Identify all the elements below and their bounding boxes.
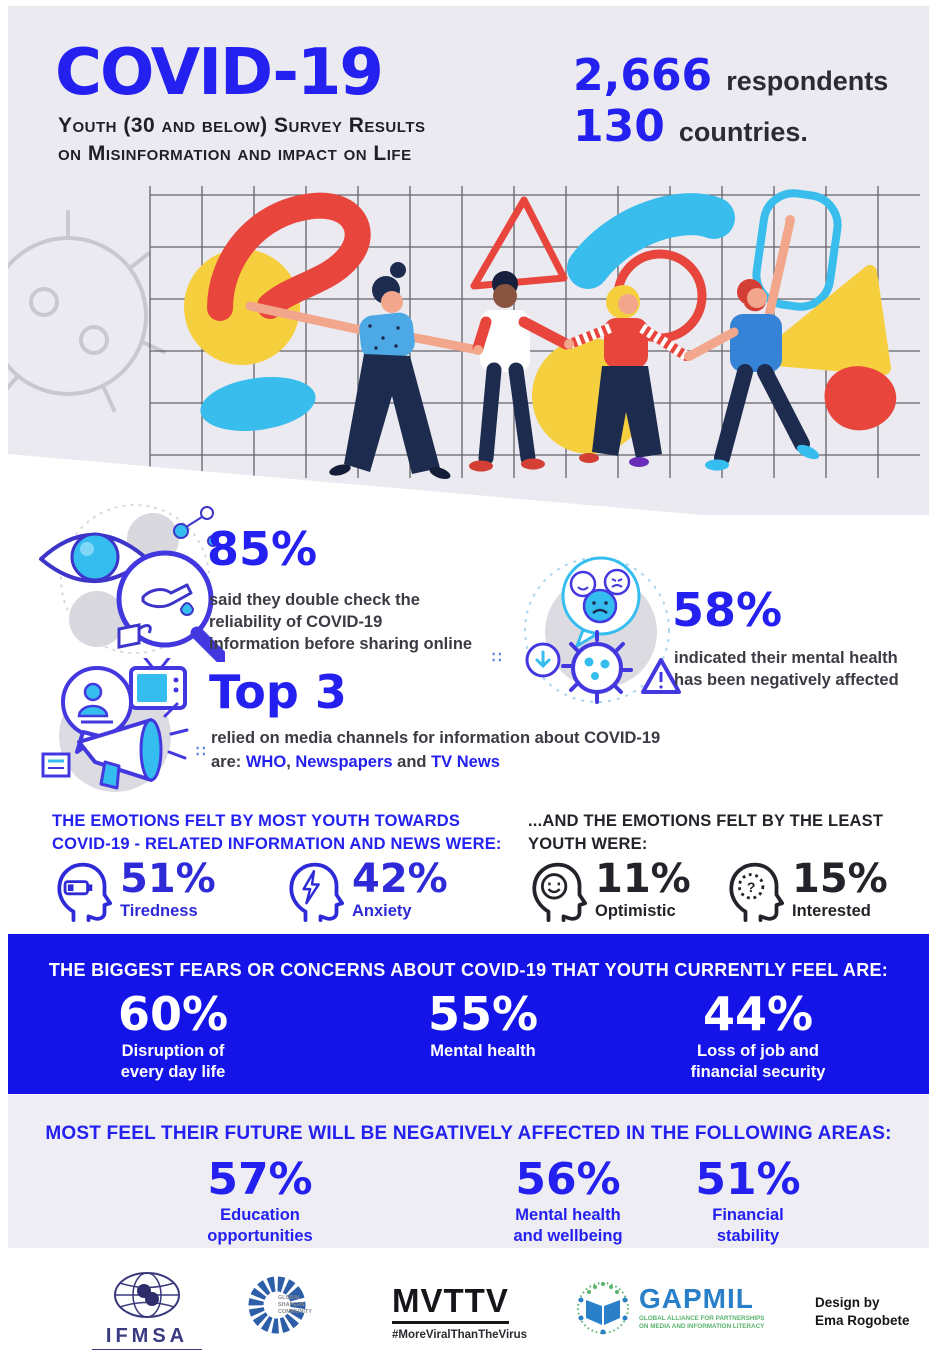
emotion-value: 11%	[595, 856, 691, 902]
mvttv-tagline: #MoreViralThanTheVirus	[392, 1328, 528, 1341]
respondents-value: 2,666	[573, 50, 713, 101]
fear-value: 60%	[117, 987, 229, 1041]
person-4	[684, 215, 820, 471]
emotion-text: 11% Optimistic	[595, 858, 691, 921]
channel-tv-news: TV News	[431, 753, 500, 771]
gapmil-logo: GAPMIL GLOBAL ALLIANCE FOR PARTNERSHIPS …	[575, 1280, 764, 1336]
emotion-item-anxiety: 42% Anxiety	[282, 858, 448, 924]
fear-label: Loss of job and financial security	[690, 1042, 826, 1081]
emotion-item-optimistic: 11% Optimistic	[525, 858, 691, 924]
mvttv-logo: MVTTV #MoreViralThanTheVirus	[392, 1283, 528, 1341]
page-title: COVID-19	[55, 36, 384, 110]
fear-item-mental-health: 55% Mental health	[378, 990, 588, 1062]
fears-header: THE BIGGEST FEARS OR CONCERNS ABOUT COVI…	[48, 960, 889, 980]
svg-text:?: ?	[747, 879, 756, 895]
mental-health-desc: indicated their mental health has been n…	[674, 649, 899, 689]
fear-value: 44%	[702, 987, 814, 1041]
mvttv-label: MVTTV	[392, 1283, 509, 1324]
respondents-row: 2,666 respondents	[573, 50, 888, 101]
ifmsa-label: IFMSA	[92, 1325, 202, 1350]
sample-stats: 2,666 respondents 130 countries.	[573, 50, 888, 152]
future-header: MOST FEEL THEIR FUTURE WILL BE NEGATIVEL…	[45, 1123, 892, 1144]
mood-virus-icon	[524, 556, 681, 704]
fear-item-disruption: 60% Disruption of every day life	[68, 990, 278, 1083]
fear-label: Mental health	[430, 1042, 536, 1061]
dots-decoration: ∷	[492, 649, 502, 666]
channels-sep2: and	[392, 753, 432, 771]
dancing-people-illustration	[8, 186, 920, 515]
virus-outline-decoration	[8, 210, 166, 412]
person-3	[564, 285, 691, 467]
emotion-value: 42%	[352, 856, 448, 902]
mental-health-value: 58%	[672, 583, 783, 637]
emotion-value: 15%	[792, 856, 888, 902]
head-lightning-icon	[289, 862, 344, 922]
emotion-label: Anxiety	[352, 902, 412, 920]
media-megaphone-icon	[41, 658, 189, 792]
person-1	[245, 262, 483, 480]
head-smiley-icon	[532, 862, 587, 922]
future-value: 56%	[515, 1154, 621, 1205]
emotion-value: 51%	[120, 856, 216, 902]
future-value: 51%	[695, 1154, 801, 1205]
dots-decoration: ∷	[196, 743, 206, 760]
head-battery-icon	[57, 862, 112, 922]
channels-sep1: ,	[286, 753, 296, 771]
channel-newspapers: Newspapers	[295, 753, 393, 771]
white-wedge	[8, 454, 702, 515]
head-question-icon: ?	[729, 862, 784, 922]
gapmil-label: GAPMIL	[639, 1282, 754, 1314]
emotion-label: Tiredness	[120, 902, 198, 920]
page-subtitle: Youth (30 and below) Survey Results on M…	[58, 114, 426, 166]
double-check-value: 85%	[207, 522, 318, 576]
gapmil-book-icon	[577, 1282, 629, 1335]
top-channels-desc: relied on media channels for information…	[211, 729, 661, 747]
top-channels-value: Top 3	[209, 665, 347, 719]
emotion-text: 15% Interested	[792, 858, 888, 921]
emotion-item-tiredness: 51% Tiredness	[50, 858, 216, 924]
emotion-text: 51% Tiredness	[120, 858, 216, 921]
countries-value: 130	[573, 101, 665, 152]
future-value: 57%	[207, 1154, 313, 1205]
future-item-financial: 51% Financial stability	[638, 1154, 858, 1246]
fears-band: THE BIGGEST FEARS OR CONCERNS ABOUT COVI…	[8, 934, 929, 1094]
hero-section: COVID-19 Youth (30 and below) Survey Res…	[8, 6, 929, 515]
future-label: Mental health and wellbeing	[513, 1206, 623, 1245]
emotions-most-header: THE EMOTIONS FELT BY MOST YOUTH TOWARDS …	[52, 812, 502, 854]
eye-magnifier-icon	[39, 504, 225, 662]
design-credit: Design by Ema Rogobete	[815, 1295, 910, 1328]
emotion-label: Interested	[792, 902, 871, 920]
gapmil-subtitle: GLOBAL ALLIANCE FOR PARTNERSHIPS ON MEDI…	[639, 1314, 765, 1330]
emotion-item-interested: ? 15% Interested	[722, 858, 888, 924]
emotions-least-header: ...AND THE EMOTIONS FELT BY THE LEAST YO…	[528, 812, 884, 854]
ifmsa-logo: IFMSA	[92, 1270, 202, 1350]
ifmsa-globe-icon	[114, 1272, 180, 1318]
person-2	[469, 271, 572, 472]
future-section: MOST FEEL THEIR FUTURE WILL BE NEGATIVEL…	[8, 1095, 929, 1248]
future-item-education: 57% Education opportunities	[150, 1154, 370, 1246]
global-shapers-logo: GLOBAL SHAPERS COMMUNITY	[240, 1268, 314, 1347]
future-item-mental-health: 56% Mental health and wellbeing	[458, 1154, 678, 1246]
countries-label: countries.	[678, 117, 808, 147]
fear-label: Disruption of every day life	[120, 1042, 226, 1081]
channel-who: WHO	[245, 753, 287, 771]
countries-row: 130 countries.	[573, 101, 888, 152]
channels-prefix: are:	[211, 753, 246, 771]
global-shapers-ring-icon	[248, 1276, 306, 1334]
respondents-label: respondents	[726, 66, 889, 96]
future-label: Education opportunities	[207, 1206, 313, 1245]
fear-value: 55%	[427, 987, 539, 1041]
gapmil-text-block: GAPMIL GLOBAL ALLIANCE FOR PARTNERSHIPS …	[639, 1282, 765, 1331]
future-label: Financial stability	[712, 1206, 784, 1245]
emotion-label: Optimistic	[595, 902, 676, 920]
global-shapers-label: GLOBAL SHAPERS COMMUNITY	[278, 1295, 312, 1315]
top-channels-list: are: WHO, Newspapers and TV News	[211, 752, 500, 774]
emotion-text: 42% Anxiety	[352, 858, 448, 921]
double-check-desc: said they double check the reliability o…	[209, 591, 473, 653]
fear-item-job-loss: 44% Loss of job and financial security	[648, 990, 868, 1083]
